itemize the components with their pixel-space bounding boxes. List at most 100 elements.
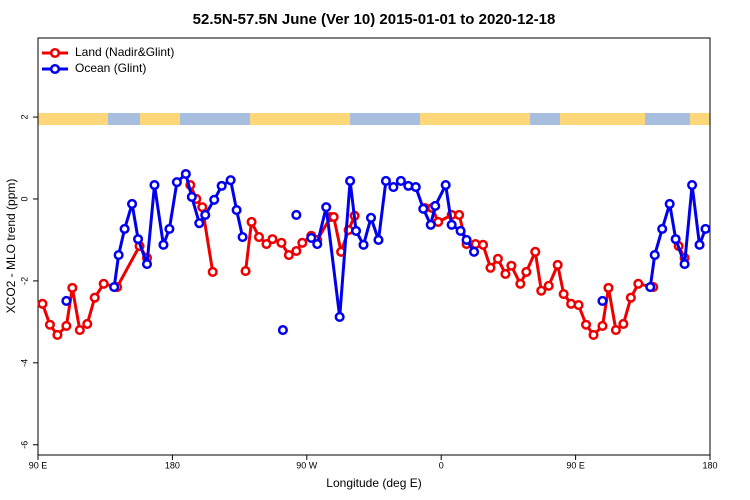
y-tick-label: -6 bbox=[19, 441, 29, 449]
point bbox=[440, 180, 451, 191]
point bbox=[588, 329, 599, 341]
point bbox=[679, 259, 690, 270]
point bbox=[358, 239, 369, 250]
y-tick-label: 2 bbox=[19, 115, 29, 120]
point bbox=[521, 266, 532, 277]
point bbox=[141, 259, 153, 270]
point bbox=[649, 250, 660, 261]
map-land bbox=[420, 113, 530, 125]
map-land bbox=[250, 113, 350, 125]
point bbox=[492, 253, 503, 264]
point bbox=[113, 250, 124, 261]
legend-marker bbox=[49, 47, 61, 59]
point bbox=[82, 318, 93, 329]
point bbox=[277, 325, 288, 336]
point bbox=[618, 318, 629, 329]
point bbox=[657, 223, 668, 234]
point bbox=[597, 295, 608, 307]
point bbox=[253, 232, 265, 243]
point bbox=[133, 234, 144, 245]
point bbox=[200, 209, 211, 221]
point bbox=[515, 278, 526, 289]
point bbox=[351, 225, 362, 236]
point bbox=[52, 329, 63, 341]
point bbox=[61, 295, 72, 307]
point bbox=[127, 198, 138, 209]
x-tick-label: 90 E bbox=[566, 460, 585, 470]
point bbox=[388, 182, 399, 193]
x-tick-label: 180 bbox=[702, 460, 717, 470]
x-tick-label: 0 bbox=[439, 460, 444, 470]
point bbox=[267, 234, 278, 245]
map-land bbox=[690, 113, 710, 125]
point bbox=[365, 212, 377, 223]
point bbox=[321, 202, 332, 213]
point bbox=[312, 238, 323, 250]
point bbox=[164, 223, 175, 234]
point bbox=[454, 209, 465, 221]
point bbox=[552, 259, 563, 270]
point bbox=[180, 168, 191, 180]
map-ocean bbox=[38, 113, 710, 125]
map-strip bbox=[38, 113, 710, 125]
point bbox=[261, 238, 272, 250]
point bbox=[633, 278, 644, 289]
y-tick-label: 0 bbox=[19, 196, 29, 201]
x-tick-label: 90 E bbox=[29, 460, 48, 470]
point bbox=[283, 250, 294, 261]
y-axis-label: XCO2 - MLO trend (ppm) bbox=[4, 179, 18, 314]
point bbox=[240, 266, 251, 277]
point bbox=[291, 209, 302, 221]
x-axis-label: Longitude (deg E) bbox=[326, 476, 421, 490]
point bbox=[380, 175, 391, 187]
x-tick-label: 90 W bbox=[296, 460, 318, 470]
point bbox=[89, 292, 100, 303]
point bbox=[687, 180, 698, 191]
chart-title: 52.5N-57.5N June (Ver 10) 2015-01-01 to … bbox=[193, 11, 556, 28]
point bbox=[395, 175, 406, 187]
point bbox=[573, 300, 584, 311]
point bbox=[469, 246, 480, 257]
point bbox=[186, 191, 197, 202]
point bbox=[446, 219, 457, 230]
x-tick-label: 180 bbox=[165, 460, 180, 470]
point bbox=[207, 266, 218, 277]
point bbox=[536, 285, 547, 296]
point bbox=[373, 234, 384, 245]
plot-frame bbox=[37, 37, 711, 456]
point bbox=[345, 175, 356, 187]
point bbox=[700, 223, 711, 234]
point bbox=[664, 198, 675, 209]
point bbox=[237, 232, 248, 243]
point bbox=[461, 234, 472, 245]
point bbox=[61, 320, 72, 332]
point bbox=[410, 182, 421, 193]
series-line bbox=[112, 172, 707, 319]
legend-marker bbox=[49, 63, 61, 75]
point bbox=[334, 311, 345, 323]
point bbox=[158, 239, 169, 250]
point bbox=[610, 325, 621, 336]
point bbox=[276, 237, 287, 248]
point bbox=[597, 320, 608, 332]
point bbox=[197, 202, 208, 213]
legend-label: Ocean (Glint) bbox=[75, 61, 146, 75]
point bbox=[291, 245, 302, 257]
point bbox=[231, 204, 242, 216]
point bbox=[603, 282, 614, 293]
point bbox=[37, 298, 48, 309]
point bbox=[119, 223, 130, 234]
map-land bbox=[140, 113, 180, 125]
point bbox=[418, 203, 429, 214]
point bbox=[246, 216, 257, 227]
map-land bbox=[38, 113, 108, 125]
point bbox=[670, 234, 681, 245]
point bbox=[581, 319, 592, 330]
point bbox=[425, 219, 436, 230]
point bbox=[109, 282, 120, 293]
point bbox=[645, 282, 656, 293]
point bbox=[625, 292, 636, 303]
y-tick-label: -2 bbox=[19, 277, 29, 285]
point bbox=[67, 282, 78, 293]
